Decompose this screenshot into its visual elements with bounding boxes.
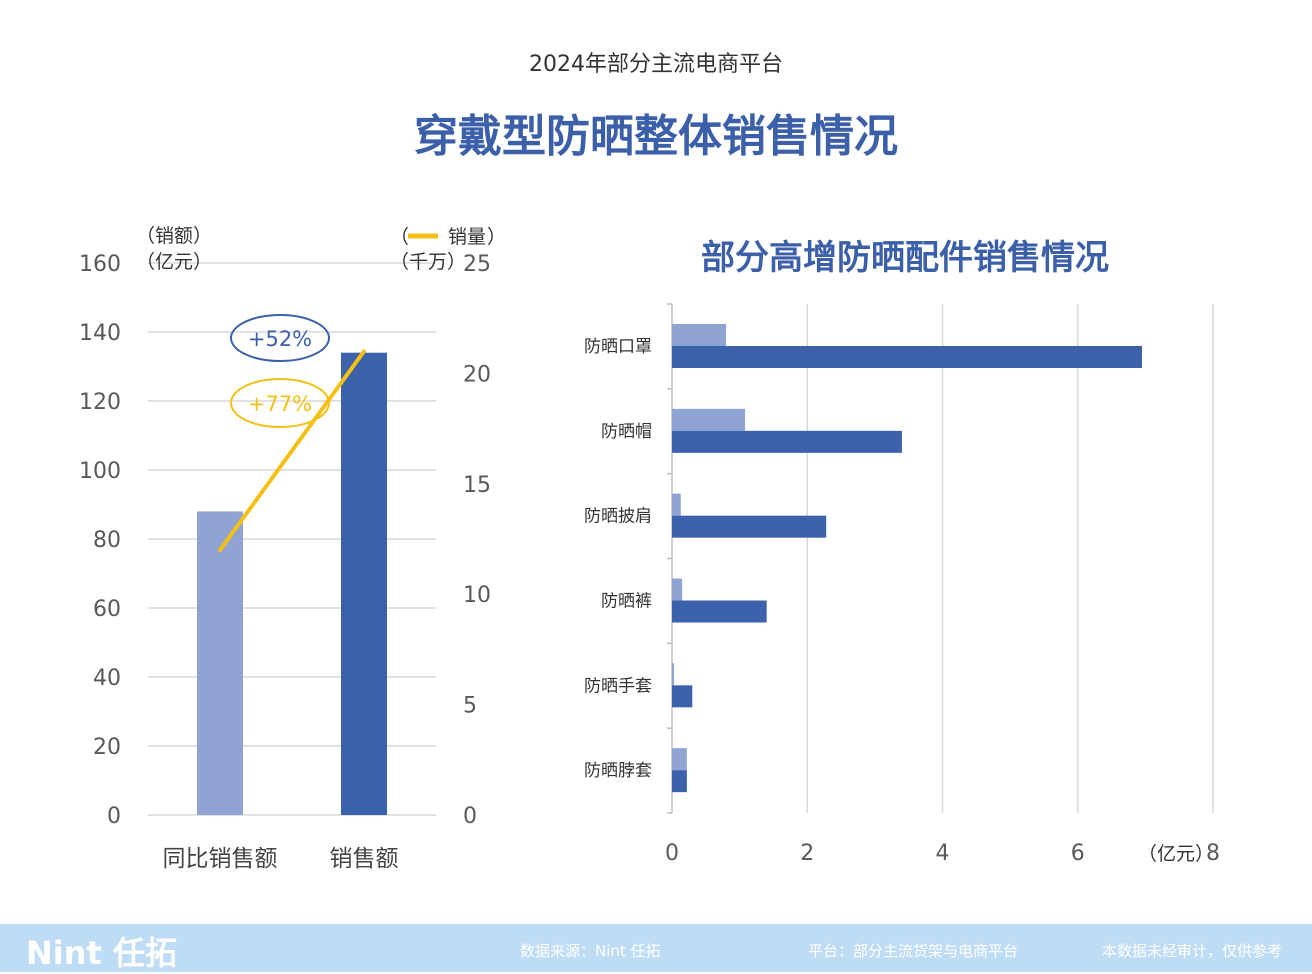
left-axis-tick-label: 0 — [107, 804, 121, 829]
sales-volume-line — [218, 349, 366, 553]
bar-sales — [672, 430, 902, 453]
annotation-label: +52% — [248, 327, 312, 351]
bar — [197, 511, 243, 815]
bar-yoy-sales — [672, 663, 675, 686]
category-label: 防晒手套 — [584, 676, 652, 696]
legend-label: 销量 — [448, 226, 486, 248]
left-axis-unit: （销额） — [136, 225, 212, 247]
category-label: 防晒脖套 — [584, 761, 652, 781]
left-axis-tick-label: 20 — [93, 735, 121, 760]
category-label: 同比销售额 — [163, 846, 278, 872]
right-axis-unit: （千万） — [390, 251, 466, 273]
x-axis-tick-label: 0 — [665, 841, 679, 866]
right-axis-tick-label: 5 — [463, 694, 477, 719]
x-axis-tick-label: 2 — [800, 841, 814, 866]
left-axis-tick-label: 60 — [93, 597, 121, 622]
right-axis-tick-label: 15 — [463, 473, 491, 498]
annotation-ellipse — [230, 378, 330, 428]
x-axis-unit: （亿元） — [1138, 843, 1214, 865]
footer-platform: 平台：部分主流货架与电商平台 — [808, 942, 1019, 960]
left-axis-tick-label: 140 — [79, 321, 121, 346]
legend-paren-open: （ — [390, 226, 409, 248]
bar-sales — [672, 770, 687, 793]
footer-bar: Nint 任拓 数据来源：Nint 任拓 平台：部分主流货架与电商平台 本数据未… — [0, 924, 1312, 972]
footer-note: 本数据未经审计，仅供参考 — [1102, 942, 1283, 960]
left-axis-unit: （亿元） — [136, 251, 212, 273]
left-axis-tick-label: 120 — [79, 390, 121, 415]
x-axis-tick-label: 6 — [1071, 841, 1085, 866]
chart-title: 穿戴型防晒整体销售情况 — [414, 111, 898, 162]
bar-sales — [672, 515, 827, 538]
chart-subtitle: 2024年部分主流电商平台 — [529, 52, 783, 77]
annotation-label: +77% — [248, 392, 312, 416]
left-axis-tick-label: 40 — [93, 666, 121, 691]
legend-paren-close: ） — [487, 226, 506, 248]
bar-sales — [672, 685, 693, 708]
nint-logo: Nint 任拓 — [26, 934, 177, 972]
category-label: 防晒口罩 — [584, 337, 652, 357]
bar-sales — [672, 600, 767, 623]
category-label: 防晒帽 — [601, 422, 652, 442]
bar — [341, 352, 387, 815]
bar-yoy-sales — [672, 408, 746, 431]
category-label: 防晒裤 — [601, 592, 652, 612]
left-axis-tick-label: 160 — [79, 252, 121, 277]
right-chart-title: 部分高增防晒配件销售情况 — [701, 238, 1109, 278]
bar-yoy-sales — [672, 493, 681, 516]
right-axis-tick-label: 0 — [463, 804, 477, 829]
category-label: 销售额 — [330, 846, 399, 872]
right-axis-tick-label: 25 — [463, 252, 491, 277]
x-axis-tick-label: 4 — [936, 841, 950, 866]
right-axis-tick-label: 10 — [463, 583, 491, 608]
category-label: 防晒披肩 — [584, 507, 652, 527]
x-axis-tick-label: 8 — [1206, 841, 1220, 866]
annotation-ellipse — [230, 314, 330, 362]
bar-sales — [672, 346, 1142, 368]
left-axis-tick-label: 100 — [79, 459, 121, 484]
left-axis-tick-label: 80 — [93, 528, 121, 553]
footer-source: 数据来源：Nint 任拓 — [520, 942, 661, 960]
right-axis-tick-label: 20 — [463, 362, 491, 387]
bar-yoy-sales — [672, 578, 683, 601]
bar-yoy-sales — [672, 748, 687, 771]
bar-yoy-sales — [672, 324, 727, 346]
